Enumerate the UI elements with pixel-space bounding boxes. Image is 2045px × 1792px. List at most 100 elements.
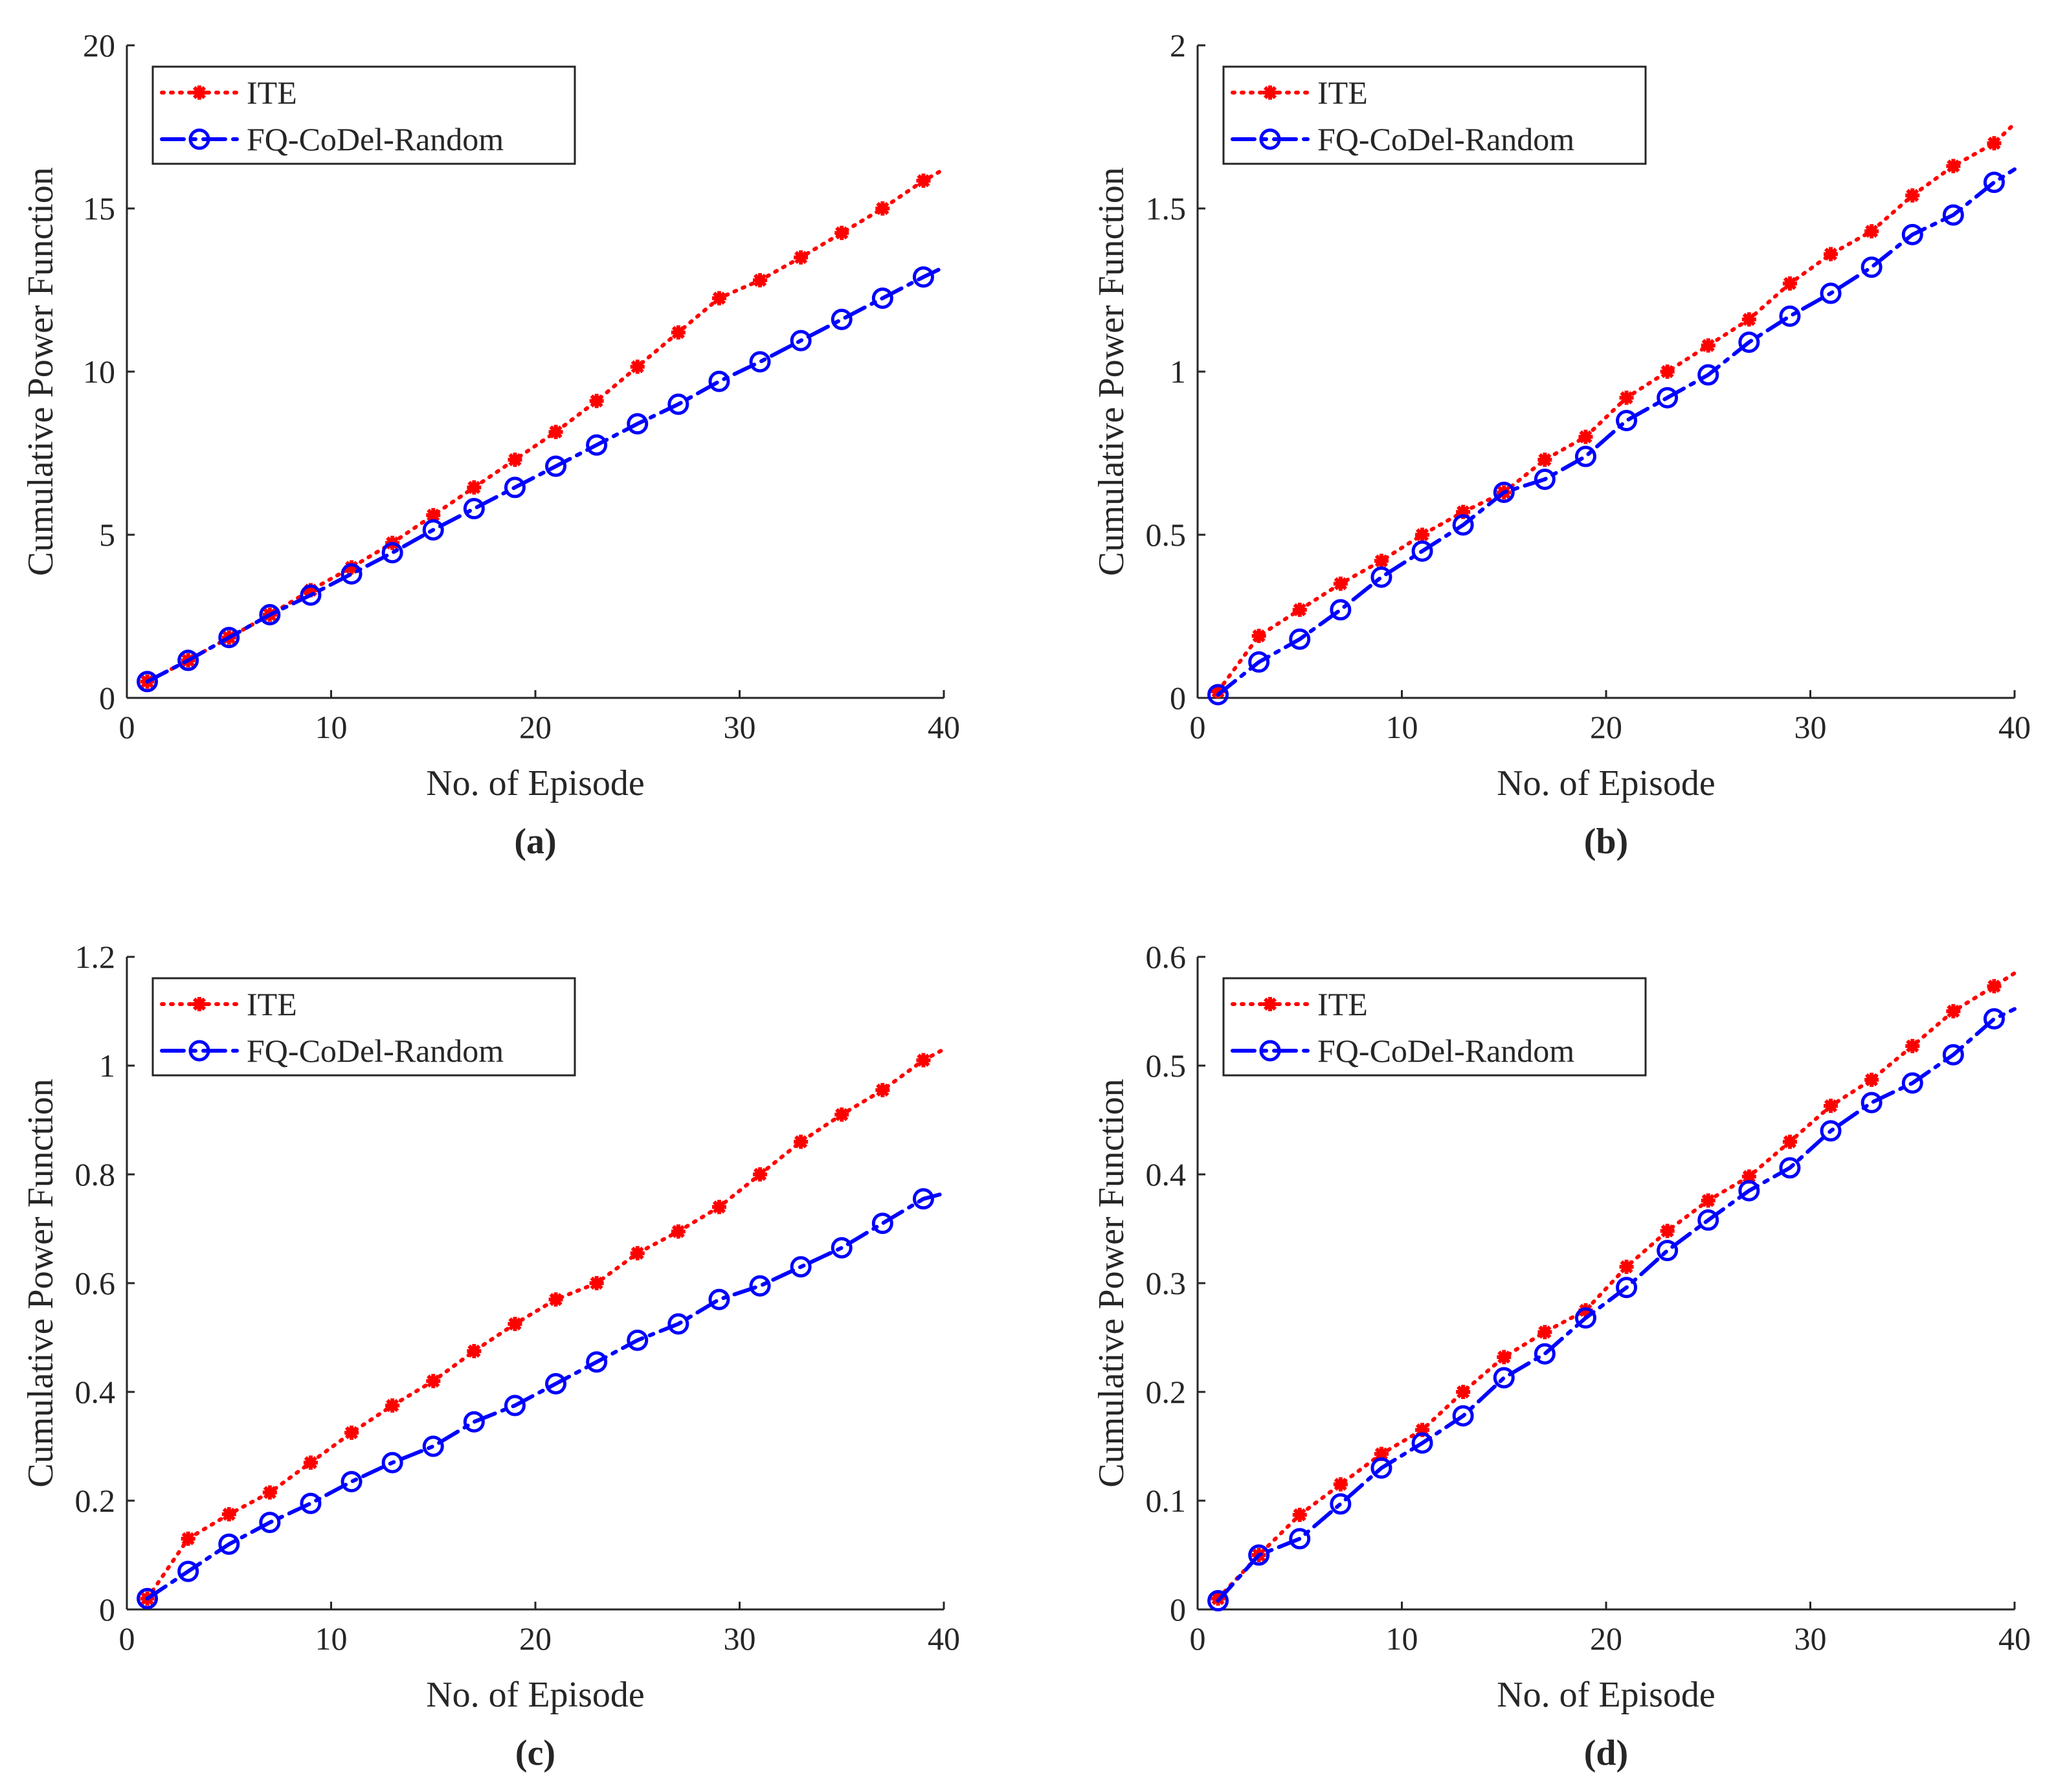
data-point xyxy=(259,1512,281,1534)
y-tick-label: 0.5 xyxy=(1146,517,1187,553)
data-point-core xyxy=(756,1170,765,1178)
legend: ITE FQ-CoDel-Random xyxy=(1222,65,1647,165)
data-point-core xyxy=(1827,1102,1835,1110)
data-point xyxy=(1738,1180,1760,1202)
x-tick-label: 10 xyxy=(315,1620,348,1657)
data-point xyxy=(667,393,689,415)
legend-marker-core xyxy=(196,89,203,96)
data-point-core xyxy=(1622,1262,1631,1271)
y-tick-label: 2 xyxy=(1170,27,1186,63)
legend-marker xyxy=(1259,1040,1281,1062)
legend-marker xyxy=(188,128,210,150)
data-point-core xyxy=(511,456,519,464)
legend-label: ITE xyxy=(247,74,297,111)
data-point-core xyxy=(552,1295,560,1304)
legend-marker-core xyxy=(196,1000,203,1008)
data-point-core xyxy=(878,1086,887,1094)
data-point-core xyxy=(633,363,642,371)
data-point xyxy=(1616,410,1638,432)
chart-panel-1: 0 10 20 30 40 0 5 10 15 20 No. of Episode Cumulativ… xyxy=(21,27,960,862)
data-point xyxy=(1738,331,1760,353)
data-point-core xyxy=(1827,250,1835,258)
data-point-core xyxy=(1541,1328,1549,1336)
y-tick-label: 0.6 xyxy=(1146,939,1187,975)
x-tick-label: 0 xyxy=(119,1620,135,1657)
y-tick-label: 0.5 xyxy=(1146,1047,1187,1084)
data-point xyxy=(871,287,893,309)
data-point-core xyxy=(1663,1227,1671,1235)
data-point-core xyxy=(1908,191,1917,199)
data-point-core xyxy=(1295,605,1304,614)
data-point-core xyxy=(306,1459,315,1467)
data-point-core xyxy=(552,428,560,436)
data-point-core xyxy=(1541,456,1549,464)
x-axis-label: No. of Episode xyxy=(1497,763,1715,803)
data-point xyxy=(749,1275,771,1297)
data-point-core xyxy=(429,1377,438,1385)
legend: ITE FQ-CoDel-Random xyxy=(151,977,576,1077)
legend-label: ITE xyxy=(247,986,297,1022)
legend: ITE FQ-CoDel-Random xyxy=(1222,977,1647,1077)
data-point xyxy=(1411,540,1433,562)
x-tick-label: 10 xyxy=(315,709,348,745)
data-point xyxy=(259,603,281,625)
data-point xyxy=(300,1492,322,1514)
data-point xyxy=(177,1560,199,1582)
data-point-core xyxy=(1908,1042,1917,1050)
data-point xyxy=(1534,1343,1556,1365)
y-tick-label: 0 xyxy=(99,1591,115,1628)
data-point xyxy=(341,1471,363,1493)
chart-panel-4: 0 10 20 30 40 0 0.1 0.2 0.3 0.4 0.5 0.6 No. of Episo… xyxy=(1091,939,2031,1773)
series-line-ite xyxy=(1216,122,2017,693)
data-point-core xyxy=(429,511,438,519)
y-tick-label: 0.6 xyxy=(75,1265,116,1301)
panel-caption: (a) xyxy=(514,822,556,862)
legend-label: ITE xyxy=(1317,74,1368,111)
data-point-core xyxy=(470,483,478,491)
legend-box xyxy=(1222,977,1647,1077)
x-tick-label: 20 xyxy=(1590,1620,1622,1657)
data-point xyxy=(831,1237,853,1259)
data-point xyxy=(1657,386,1679,409)
data-point xyxy=(1983,172,2005,194)
data-point xyxy=(1616,1277,1638,1299)
legend-label: FQ-CoDel-Random xyxy=(247,1033,504,1069)
y-tick-label: 0.4 xyxy=(75,1374,116,1410)
data-point-core xyxy=(1990,982,1998,991)
x-tick-label: 40 xyxy=(928,1620,960,1657)
x-tick-label: 0 xyxy=(1190,1620,1206,1657)
series-line-fq-codel-random xyxy=(1216,1007,2017,1603)
y-tick-label: 1.2 xyxy=(75,939,116,975)
legend-box xyxy=(1222,65,1647,165)
data-point-core xyxy=(715,294,723,302)
data-point xyxy=(1452,514,1474,536)
x-tick-label: 20 xyxy=(519,709,552,745)
y-tick-label: 0 xyxy=(1170,680,1186,716)
data-point xyxy=(504,1394,526,1417)
legend: ITE FQ-CoDel-Random xyxy=(151,65,576,165)
data-point xyxy=(790,330,812,352)
x-tick-label: 30 xyxy=(1794,709,1827,745)
data-point-core xyxy=(797,253,805,262)
data-point-core xyxy=(511,1320,519,1328)
series-line-fq-codel-random xyxy=(145,265,946,684)
legend-label: FQ-CoDel-Random xyxy=(1317,1033,1574,1069)
data-point-core xyxy=(1704,1196,1712,1205)
data-point-core xyxy=(1377,1450,1385,1458)
data-point xyxy=(422,1435,444,1457)
data-point xyxy=(218,627,240,649)
x-tick-label: 40 xyxy=(928,709,960,745)
legend-label: ITE xyxy=(1317,986,1368,1022)
data-point xyxy=(300,584,322,606)
y-axis-label: Cumulative Power Function xyxy=(1091,167,1132,576)
y-tick-label: 1 xyxy=(1170,353,1186,390)
data-point xyxy=(1942,1044,1964,1066)
data-point xyxy=(1289,628,1311,650)
data-point xyxy=(1289,1528,1311,1550)
y-tick-label: 20 xyxy=(83,27,115,63)
data-point-core xyxy=(592,1279,601,1287)
data-point-core xyxy=(1785,1137,1794,1146)
y-tick-label: 0.1 xyxy=(1146,1483,1187,1519)
panel-caption: (b) xyxy=(1584,822,1628,862)
x-tick-label: 30 xyxy=(724,1620,756,1657)
